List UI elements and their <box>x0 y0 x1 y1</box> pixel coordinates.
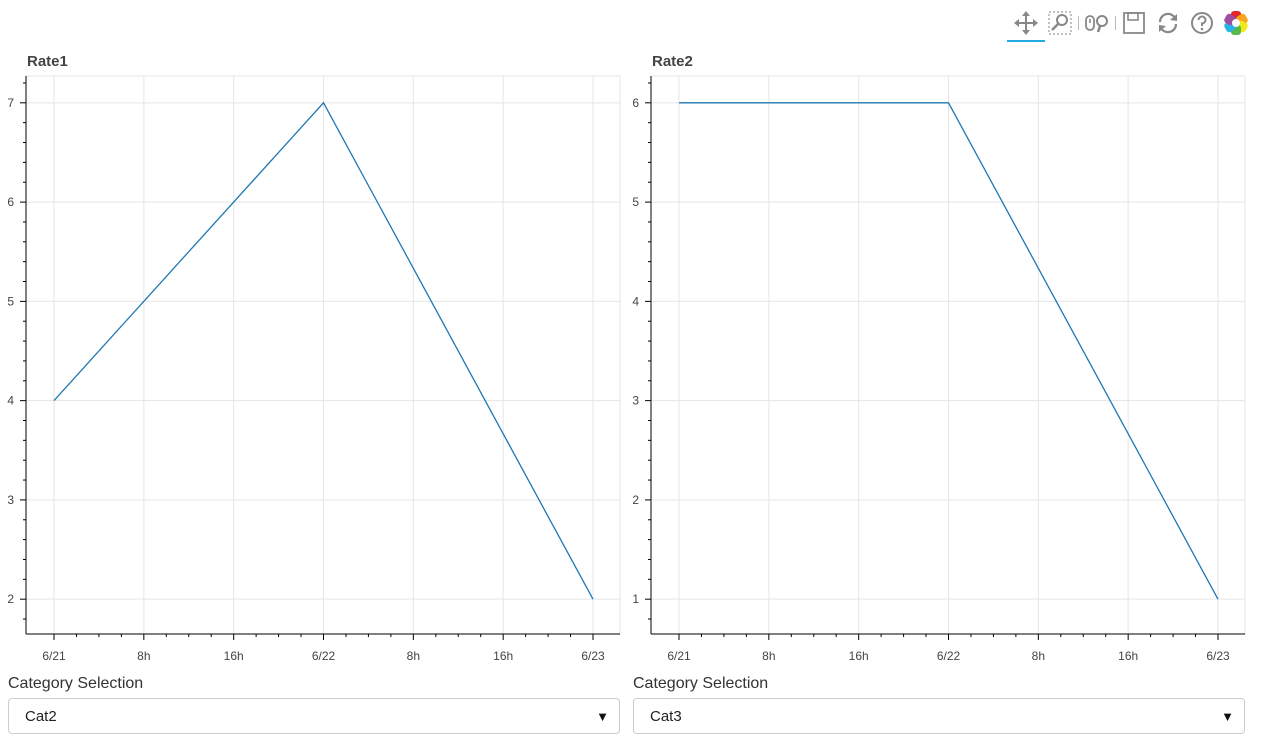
x-tick-label: 8h <box>407 649 420 663</box>
y-tick-label: 2 <box>632 493 639 507</box>
y-tick-label: 2 <box>7 592 14 606</box>
toolbar-divider <box>1078 16 1079 30</box>
y-tick-label: 1 <box>632 592 639 606</box>
y-tick-label: 5 <box>7 294 14 308</box>
save-icon <box>1122 11 1146 35</box>
help-tool[interactable] <box>1185 8 1219 38</box>
toolbar-divider <box>1115 16 1116 30</box>
data-line <box>679 102 1219 600</box>
x-tick-label: 8h <box>137 649 150 663</box>
wheel-zoom-tool[interactable] <box>1080 8 1114 38</box>
data-line <box>53 101 594 600</box>
x-tick-label: 6/23 <box>581 649 605 663</box>
pan-tool[interactable] <box>1007 8 1045 42</box>
chevron-down-icon: ▼ <box>1221 708 1234 724</box>
select-value: Cat3 <box>650 707 682 725</box>
reset-tool[interactable] <box>1151 8 1185 38</box>
help-icon <box>1190 11 1214 35</box>
box-zoom-icon <box>1048 11 1072 35</box>
chart-1: Rate1 2 3 4 5 6 7 6/21 8h 16h 6/22 8h 16h 6/23 <box>7 53 621 663</box>
chevron-down-icon: ▼ <box>596 708 609 724</box>
chart-title: Rate2 <box>652 53 693 70</box>
chart-title: Rate1 <box>27 53 68 70</box>
x-tick-label: 6/21 <box>667 649 691 663</box>
reset-icon <box>1156 11 1180 35</box>
y-tick-label: 3 <box>632 394 639 408</box>
y-tick-label: 6 <box>7 195 14 209</box>
wheel-zoom-icon <box>1084 11 1110 35</box>
bokeh-logo[interactable] <box>1219 8 1253 38</box>
category-selector-1: Category Selection Cat2 ▼ <box>8 674 620 734</box>
x-tick-label: 6/21 <box>42 649 66 663</box>
x-tick-label: 16h <box>493 649 513 663</box>
y-tick-label: 6 <box>632 96 639 110</box>
x-tick-label: 6/22 <box>937 649 961 663</box>
pan-icon <box>1014 11 1038 35</box>
x-tick-label: 6/22 <box>312 649 336 663</box>
x-tick-label: 16h <box>1118 649 1138 663</box>
x-tick-label: 16h <box>224 649 244 663</box>
save-tool[interactable] <box>1117 8 1151 38</box>
chart-2: Rate2 1 2 3 4 5 6 6/21 8h 16h 6/22 8h 16h 6/23 <box>632 53 1246 663</box>
y-tick-label: 7 <box>7 96 14 110</box>
y-tick-label: 5 <box>632 195 639 209</box>
bokeh-logo-icon <box>1223 10 1249 36</box>
y-tick-label: 4 <box>7 394 14 408</box>
category-select-2[interactable]: Cat3 ▼ <box>633 698 1245 734</box>
x-tick-label: 8h <box>1032 649 1045 663</box>
category-selection-label: Category Selection <box>8 675 144 692</box>
y-tick-label: 4 <box>632 294 639 308</box>
category-selector-2: Category Selection Cat3 ▼ <box>633 674 1245 734</box>
select-value: Cat2 <box>25 707 57 725</box>
x-tick-label: 8h <box>762 649 775 663</box>
category-selection-label: Category Selection <box>633 675 769 692</box>
y-tick-label: 3 <box>7 493 14 507</box>
box-zoom-tool[interactable] <box>1043 8 1077 38</box>
plot-toolbar <box>1007 8 1253 42</box>
category-select-1[interactable]: Cat2 ▼ <box>8 698 620 734</box>
charts-canvas: Rate1 2 3 4 5 6 7 6/21 8h 16h 6/22 8h 16h 6/23 Rate2 1 2… <box>7 53 1246 663</box>
x-tick-label: 6/23 <box>1206 649 1230 663</box>
x-tick-label: 16h <box>849 649 869 663</box>
